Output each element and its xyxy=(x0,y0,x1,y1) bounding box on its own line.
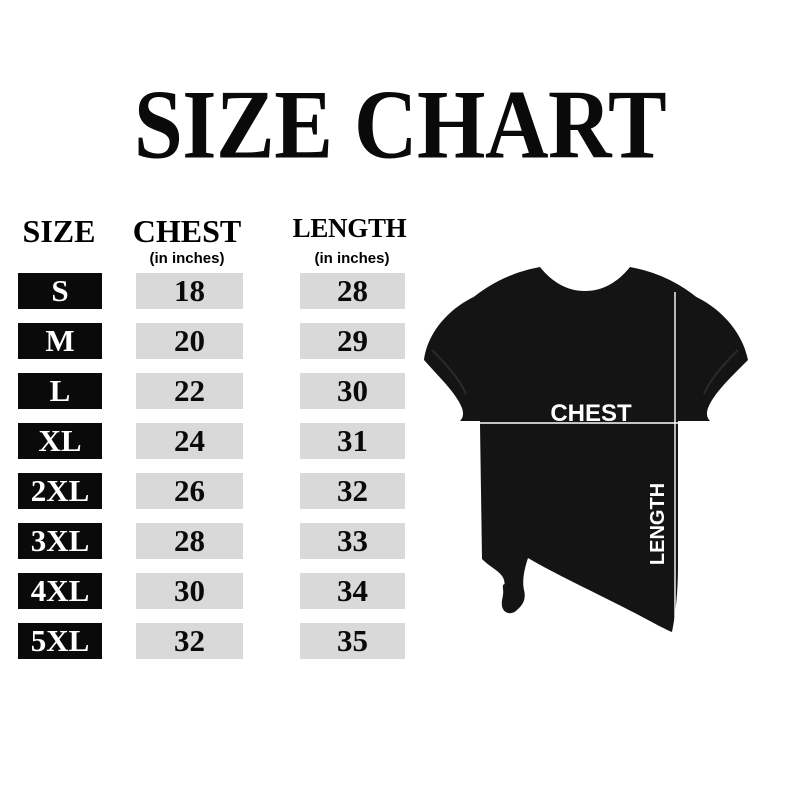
svg-text:CHEST: CHEST xyxy=(550,400,632,427)
svg-text:LENGTH: LENGTH xyxy=(647,483,669,565)
